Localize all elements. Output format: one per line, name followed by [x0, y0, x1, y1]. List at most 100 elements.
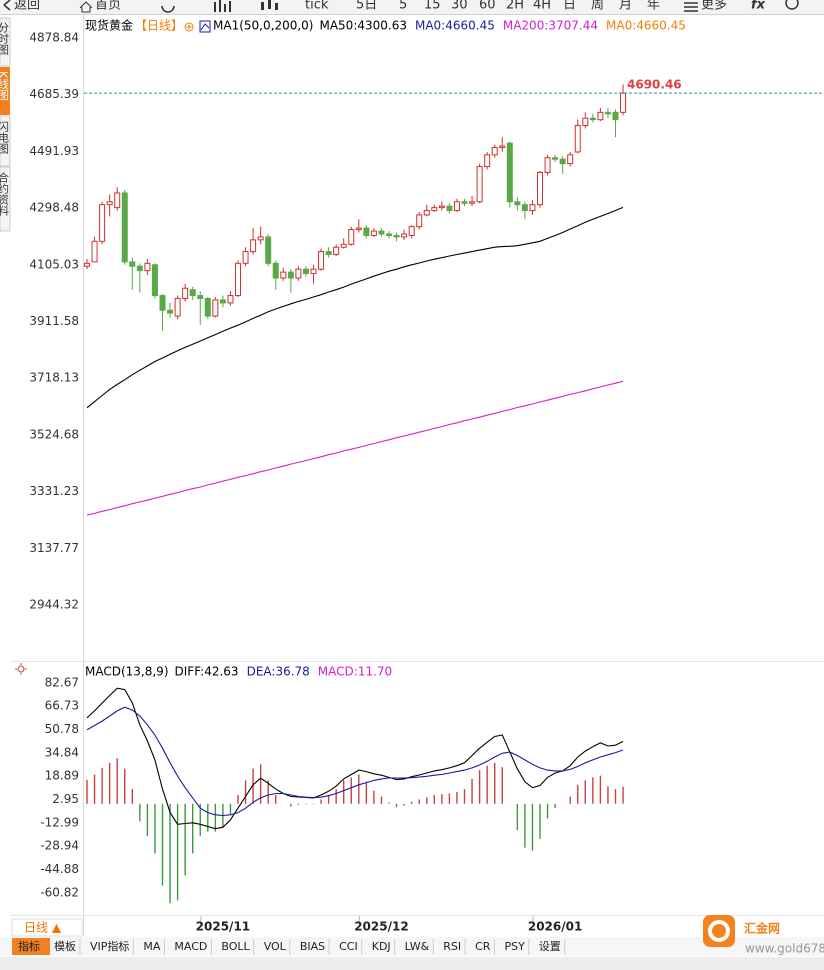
toolbar-buttons: 返回 首页 tick 5日 5 15 30 60 2H 4H 日 周 月 年 更…	[14, 0, 766, 13]
indicator-tab[interactable]: RSI	[443, 940, 461, 953]
candle-body	[393, 234, 400, 238]
indicator-tab[interactable]: CR	[475, 940, 491, 953]
indicator-tab[interactable]: BIAS	[300, 940, 325, 953]
candle-body	[363, 227, 370, 236]
settings-icon-rays	[15, 663, 27, 675]
period-button[interactable]: 日	[563, 0, 576, 13]
indicator-tab[interactable]: KDJ	[372, 940, 391, 953]
add-icon	[184, 22, 194, 32]
candle-body	[121, 192, 128, 263]
legend-entry: MA50:4300.63	[319, 19, 407, 33]
period-label: 【日线】	[135, 19, 183, 33]
indicator-tab[interactable]: VIP指标	[90, 939, 129, 953]
candle-body	[446, 205, 453, 212]
candle-body	[529, 204, 536, 212]
y-tick-label: 3331.23	[29, 484, 79, 498]
candle-body	[574, 125, 581, 153]
candle-body	[242, 251, 249, 264]
indicator-title: MACD(13,8,9)	[85, 665, 169, 679]
candle-body	[469, 201, 476, 204]
side-tab[interactable]: 合约资料	[0, 171, 10, 217]
candle-body	[491, 147, 498, 156]
candle-body	[114, 192, 121, 209]
side-tab-bg	[0, 166, 11, 232]
x-tick-label: 2025/11	[196, 920, 250, 934]
side-tab-bg	[0, 17, 11, 67]
indicator-tab[interactable]: 指标	[18, 939, 40, 953]
candle-body	[514, 201, 521, 206]
y-tick-label: 18.89	[45, 769, 79, 783]
period-button[interactable]: 30	[451, 0, 468, 13]
period-selector[interactable]: 日线 ▲	[24, 921, 62, 935]
logo-icon	[703, 915, 735, 947]
candle-body	[99, 204, 106, 242]
candle-body	[106, 201, 113, 206]
side-tab[interactable]: 闪电图	[0, 120, 10, 155]
candle-body	[212, 299, 219, 317]
candle-body	[197, 295, 204, 299]
candle-body	[506, 142, 513, 203]
candle-body	[257, 236, 264, 241]
y-tick-label: -60.82	[40, 885, 79, 899]
period-button[interactable]: 4H	[533, 0, 551, 13]
settings-icon[interactable]	[17, 665, 25, 673]
period-button[interactable]: 周	[591, 0, 604, 13]
candle-body	[151, 264, 158, 297]
candle-body	[340, 243, 347, 248]
period-button[interactable]: 5	[399, 0, 407, 13]
candle-body	[144, 262, 151, 272]
candle-body	[559, 158, 566, 165]
y-tick-label: 82.67	[45, 675, 79, 689]
indicator-tab[interactable]: PSY	[504, 940, 525, 953]
indicator-tab[interactable]: CCI	[339, 940, 358, 953]
candle-body	[310, 268, 317, 275]
candle-body	[476, 166, 483, 203]
period-button[interactable]: tick	[305, 0, 329, 13]
period-button[interactable]: 月	[619, 0, 632, 13]
candle-body	[287, 271, 294, 279]
y-tick-label: 3137.77	[29, 541, 79, 555]
formula-button[interactable]: fx	[751, 0, 766, 13]
side-tab[interactable]: 分时图	[0, 22, 10, 56]
candle-body	[129, 261, 136, 267]
candle-body	[91, 240, 98, 263]
y-tick-label: 2.95	[52, 792, 79, 806]
y-tick-label: 4105.03	[29, 257, 79, 271]
candle-body	[189, 289, 196, 297]
period-button[interactable]: 5日	[356, 0, 377, 13]
indicator-tab[interactable]: LW&	[405, 940, 430, 953]
indicator-tab[interactable]: 模板	[54, 939, 76, 953]
indicator-tab[interactable]: 设置	[539, 940, 561, 953]
more-button[interactable]: 更多	[701, 0, 727, 13]
indicator-tab[interactable]: MACD	[174, 940, 207, 953]
back-button[interactable]: 返回	[14, 0, 40, 13]
period-button[interactable]: 60	[479, 0, 496, 13]
home-icon	[79, 1, 93, 13]
side-tab[interactable]: K线图	[0, 71, 10, 101]
candle-body	[499, 145, 506, 149]
candle-body	[597, 111, 604, 121]
indicator-tab[interactable]: BOLL	[221, 940, 250, 953]
period-button[interactable]: 15	[424, 0, 441, 13]
candle-body	[333, 246, 340, 256]
side-tab-bg	[0, 115, 11, 167]
candle-body	[620, 92, 627, 113]
indicator-tab[interactable]: MA	[143, 940, 160, 953]
candle-body	[355, 227, 362, 231]
candle-body	[204, 297, 211, 317]
legend-entry: MA200:3707.44	[503, 19, 598, 33]
candle-body	[567, 154, 574, 165]
candle-body	[182, 287, 189, 299]
indicator-tab[interactable]: VOL	[264, 940, 287, 953]
candle-body	[521, 204, 528, 212]
period-button[interactable]: 2H	[506, 0, 524, 13]
indicator-icon	[199, 20, 211, 33]
y-tick-label: 66.73	[45, 699, 79, 713]
candle-body	[348, 229, 355, 245]
candle-body	[386, 233, 392, 236]
candle-body	[582, 117, 589, 127]
period-button[interactable]: 年	[647, 0, 660, 13]
home-button[interactable]: 首页	[95, 0, 121, 13]
